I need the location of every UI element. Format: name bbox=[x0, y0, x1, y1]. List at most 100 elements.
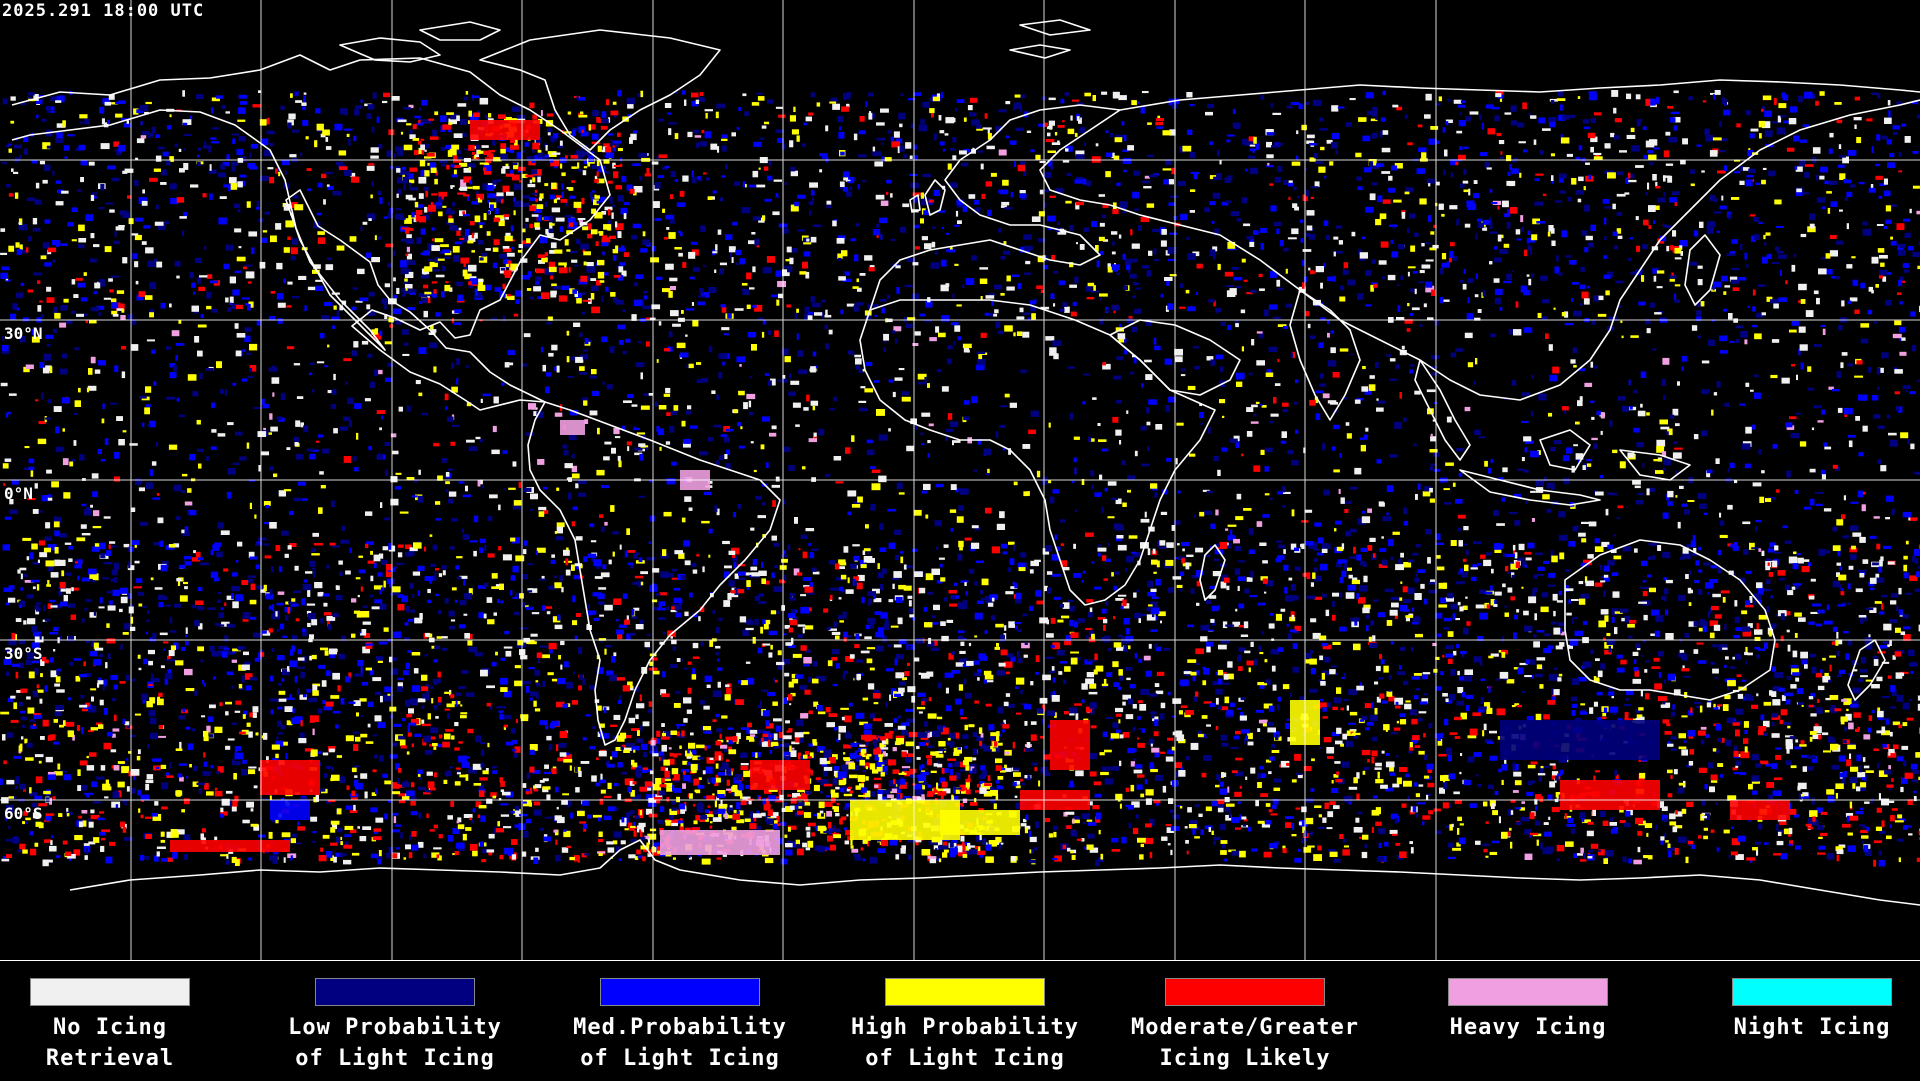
icing-pixel bbox=[1625, 698, 1629, 700]
icing-pixel bbox=[162, 170, 167, 176]
icing-pixel bbox=[1455, 162, 1458, 166]
icing-pixel bbox=[993, 314, 997, 317]
icing-pixel bbox=[674, 247, 682, 250]
icing-pixel bbox=[232, 166, 236, 171]
icing-pixel bbox=[284, 247, 290, 253]
icing-pixel bbox=[1635, 486, 1641, 489]
icing-pixel bbox=[942, 227, 944, 229]
icing-pixel bbox=[655, 401, 658, 406]
icing-pixel bbox=[1113, 376, 1121, 380]
icing-pixel bbox=[487, 193, 495, 198]
icing-pixel bbox=[670, 220, 676, 224]
icing-pixel bbox=[856, 223, 860, 226]
icing-pixel bbox=[121, 309, 124, 312]
icing-pixel bbox=[146, 102, 152, 104]
icing-pixel bbox=[1447, 99, 1451, 101]
icing-pixel bbox=[1541, 607, 1549, 613]
icing-pixel bbox=[684, 100, 686, 106]
icing-pixel bbox=[813, 224, 822, 227]
icing-pixel bbox=[1500, 157, 1504, 159]
icing-pixel bbox=[1451, 604, 1459, 610]
icing-pixel bbox=[1154, 338, 1157, 345]
icing-pixel bbox=[1650, 99, 1656, 106]
icing-pixel bbox=[405, 284, 413, 289]
icing-pixel bbox=[872, 151, 881, 156]
icing-pixel bbox=[10, 314, 16, 320]
icing-pixel bbox=[1894, 369, 1903, 374]
icing-pixel bbox=[1613, 534, 1616, 536]
icing-pixel bbox=[750, 376, 752, 378]
icing-pixel bbox=[1568, 599, 1571, 603]
icing-pixel bbox=[1511, 105, 1517, 112]
icing-pixel bbox=[111, 311, 117, 315]
icing-pixel bbox=[846, 191, 852, 197]
icing-pixel bbox=[797, 195, 806, 199]
icing-pixel bbox=[377, 191, 381, 195]
icing-pixel bbox=[1099, 475, 1102, 480]
icing-pixel bbox=[184, 560, 186, 565]
icing-pixel bbox=[1878, 248, 1885, 253]
icing-pixel bbox=[1656, 97, 1660, 104]
icing-pixel bbox=[1427, 179, 1435, 184]
icing-pixel bbox=[1753, 217, 1759, 222]
icing-pixel bbox=[1909, 699, 1912, 701]
icing-pixel bbox=[246, 353, 251, 355]
icing-pixel bbox=[488, 211, 490, 214]
icing-pixel bbox=[1474, 430, 1481, 436]
icing-pixel bbox=[639, 496, 646, 498]
icing-pixel bbox=[1099, 293, 1108, 296]
icing-pixel bbox=[717, 658, 720, 661]
icing-pixel bbox=[685, 335, 688, 337]
icing-pixel bbox=[1561, 137, 1570, 143]
icing-pixel bbox=[1405, 187, 1414, 192]
icing-pixel bbox=[169, 445, 177, 450]
icing-pixel bbox=[875, 315, 878, 317]
icing-pixel bbox=[161, 303, 166, 309]
icing-pixel bbox=[1213, 193, 1221, 199]
icing-pixel bbox=[774, 565, 777, 568]
icing-pixel bbox=[1581, 538, 1586, 542]
icing-pixel bbox=[789, 373, 791, 379]
icing-pixel bbox=[1805, 164, 1814, 167]
icing-pixel bbox=[1828, 208, 1830, 214]
icing-pixel bbox=[901, 93, 904, 96]
icing-pixel bbox=[203, 193, 207, 197]
icing-pixel bbox=[1362, 237, 1366, 240]
icing-pixel bbox=[484, 213, 487, 220]
icing-pixel bbox=[668, 232, 675, 239]
icing-pixel bbox=[1206, 600, 1212, 604]
icing-pixel bbox=[634, 282, 638, 286]
icing-pixel bbox=[402, 354, 409, 356]
icing-pixel bbox=[797, 229, 805, 231]
icing-pixel bbox=[886, 180, 892, 184]
icing-pixel bbox=[1386, 512, 1388, 515]
icing-pixel bbox=[1334, 528, 1336, 531]
icing-pixel bbox=[985, 630, 988, 634]
icing-pixel bbox=[1314, 558, 1319, 561]
icing-pixel bbox=[1227, 325, 1231, 330]
icing-pixel bbox=[395, 146, 403, 151]
icing-pixel bbox=[1578, 199, 1582, 203]
icing-pixel bbox=[327, 345, 329, 348]
icing-pixel bbox=[84, 119, 90, 125]
icing-pixel bbox=[93, 526, 102, 528]
icing-pixel bbox=[151, 673, 153, 678]
icing-pixel bbox=[1547, 509, 1552, 513]
icing-pixel bbox=[1663, 192, 1665, 197]
icing-pixel bbox=[508, 363, 513, 366]
icing-pixel bbox=[1318, 538, 1324, 544]
icing-pixel bbox=[111, 178, 119, 182]
icing-pixel bbox=[1451, 540, 1457, 546]
icing-pixel bbox=[1225, 697, 1230, 704]
icing-pixel bbox=[739, 446, 745, 449]
icing-pixel bbox=[1667, 501, 1673, 506]
icing-pixel bbox=[1567, 115, 1575, 118]
icing-pixel bbox=[1270, 613, 1274, 616]
icing-pixel bbox=[1549, 344, 1553, 351]
icing-pixel bbox=[1005, 101, 1010, 104]
icing-pixel bbox=[957, 220, 962, 224]
icing-pixel bbox=[774, 180, 782, 182]
icing-pixel bbox=[837, 116, 843, 123]
icing-pixel bbox=[1345, 270, 1349, 274]
icing-pixel bbox=[1814, 291, 1819, 295]
